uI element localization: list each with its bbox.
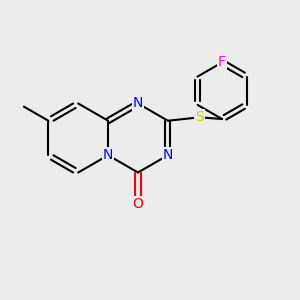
Text: N: N [163, 148, 173, 162]
Text: F: F [218, 56, 226, 69]
Text: S: S [195, 110, 204, 124]
Text: N: N [133, 97, 143, 110]
Text: O: O [133, 196, 143, 211]
Text: N: N [103, 148, 113, 162]
